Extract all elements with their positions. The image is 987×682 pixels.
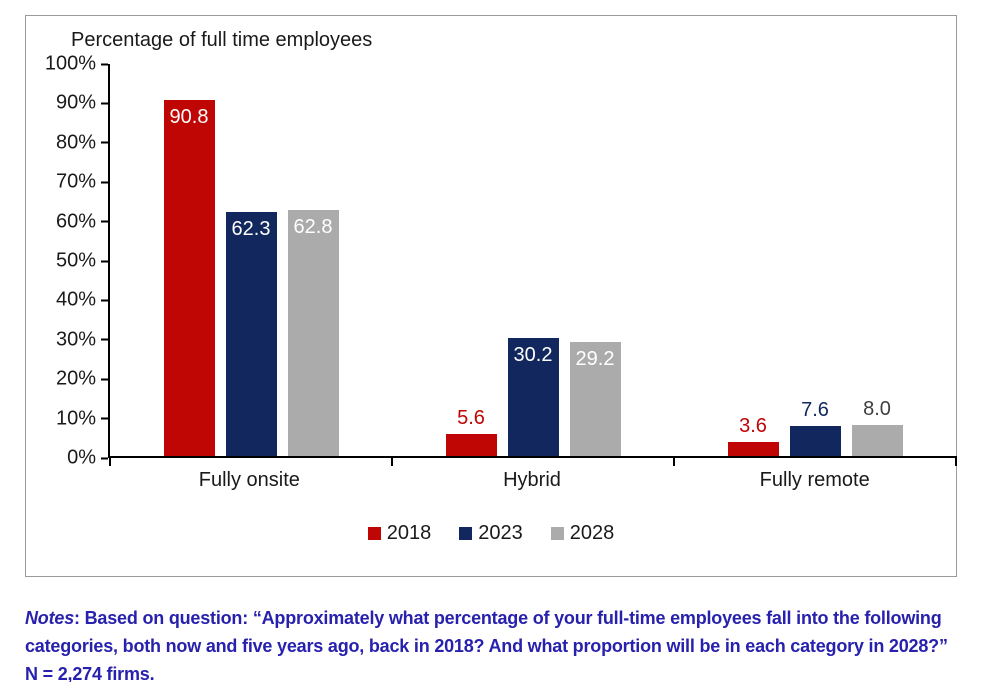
y-tick-label: 10% [55, 407, 96, 430]
bar-value-label: 7.6 [801, 399, 829, 422]
y-tick: 0% [26, 447, 108, 470]
y-tick: 60% [26, 210, 108, 233]
legend-item-2018: 2018 [367, 522, 432, 545]
y-tick: 40% [26, 289, 108, 312]
y-tick-label: 40% [55, 288, 96, 311]
legend-swatch-2028 [550, 527, 564, 540]
bar-2018-hybrid: 5.6 [445, 407, 497, 456]
notes-text: : Based on question: “Approximately what… [25, 608, 948, 682]
plot-area: 90.8 62.3 62.8 5.6 30.2 [108, 64, 957, 466]
chart-frame: Percentage of full time employees 100% 9… [25, 15, 957, 577]
chart-title: Percentage of full time employees [71, 29, 373, 51]
bar-2018-fully-remote: 3.6 [727, 415, 779, 456]
y-tick: 70% [26, 171, 108, 194]
bar-value-label: 29.2 [575, 347, 615, 370]
bar-2023-fully-onsite: 62.3 [225, 211, 277, 456]
notes: Notes: Based on question: “Approximately… [25, 604, 963, 682]
bar-2028-hybrid: 29.2 [569, 341, 621, 456]
legend-label: 2028 [569, 522, 615, 544]
y-tick-mark [101, 338, 108, 341]
y-tick-mark [101, 141, 108, 144]
bar-group-fully-onsite: 90.8 62.3 62.8 [110, 64, 392, 456]
y-tick-mark [101, 260, 108, 262]
bar-value-label: 8.0 [863, 397, 891, 420]
legend-swatch-2018 [367, 527, 381, 540]
y-tick-label: 90% [55, 91, 96, 114]
category-label-fully-remote: Fully remote [759, 469, 870, 491]
bar-group-fully-remote: 3.6 7.6 8.0 [674, 64, 956, 456]
legend-item-2023: 2023 [459, 522, 523, 545]
x-tick-mark [955, 456, 957, 466]
y-tick-label: 70% [55, 170, 96, 193]
x-tick-mark [673, 456, 675, 466]
bar-2023-hybrid: 30.2 [507, 337, 559, 456]
y-tick-label: 60% [55, 210, 96, 233]
y-tick-label: 50% [55, 249, 96, 272]
bar-value-label: 62.3 [231, 217, 271, 240]
y-tick: 20% [26, 368, 108, 391]
bar-value-label: 90.8 [169, 106, 209, 129]
legend-label: 2018 [386, 522, 432, 544]
y-tick: 80% [26, 131, 108, 154]
bar-value-label: 5.6 [457, 407, 485, 430]
bar-2023-fully-remote: 7.6 [789, 399, 841, 456]
y-tick: 10% [26, 407, 108, 430]
y-tick: 30% [26, 328, 108, 351]
y-tick-label: 20% [55, 367, 96, 390]
y-tick-mark [101, 220, 108, 223]
y-axis: 100% 90% 80% 70% 60% 50% 40% 30% 20% 10%… [26, 53, 108, 469]
y-tick-mark [101, 102, 108, 105]
y-tick-mark [101, 299, 108, 302]
legend: 2018 2023 2028 [26, 522, 956, 545]
legend-item-2028: 2028 [550, 522, 615, 545]
bar-2028-fully-remote: 8.0 [851, 398, 903, 456]
legend-swatch-2023 [459, 527, 473, 540]
x-axis-labels: Fully onsite Hybrid Fully remote [108, 469, 956, 492]
y-tick-mark [101, 181, 108, 184]
y-tick-mark [101, 63, 108, 65]
bar-value-label: 30.2 [513, 343, 553, 366]
legend-label: 2023 [478, 522, 523, 544]
x-tick-mark [109, 456, 111, 466]
bar-value-label: 62.8 [293, 215, 333, 238]
category-label-fully-onsite: Fully onsite [198, 469, 300, 491]
y-tick-label: 0% [67, 446, 96, 469]
bar-2028-fully-onsite: 62.8 [287, 209, 339, 456]
y-tick-label: 80% [55, 131, 96, 154]
x-tick-mark [390, 456, 393, 466]
bar-value-label: 3.6 [739, 414, 767, 437]
y-tick: 100% [26, 53, 108, 76]
y-tick: 50% [26, 250, 108, 273]
y-tick-label: 30% [55, 328, 96, 351]
y-tick: 90% [26, 92, 108, 115]
category-label-hybrid: Hybrid [503, 469, 561, 491]
bar-2018-fully-onsite: 90.8 [163, 100, 215, 456]
bar-group-hybrid: 5.6 30.2 29.2 [392, 64, 674, 456]
notes-label: Notes [25, 608, 75, 628]
y-tick-mark [101, 417, 108, 420]
bar-groups: 90.8 62.3 62.8 5.6 30.2 [110, 64, 956, 456]
y-tick-mark [101, 457, 108, 459]
y-tick-mark [101, 378, 108, 381]
y-tick-label: 100% [44, 52, 96, 75]
